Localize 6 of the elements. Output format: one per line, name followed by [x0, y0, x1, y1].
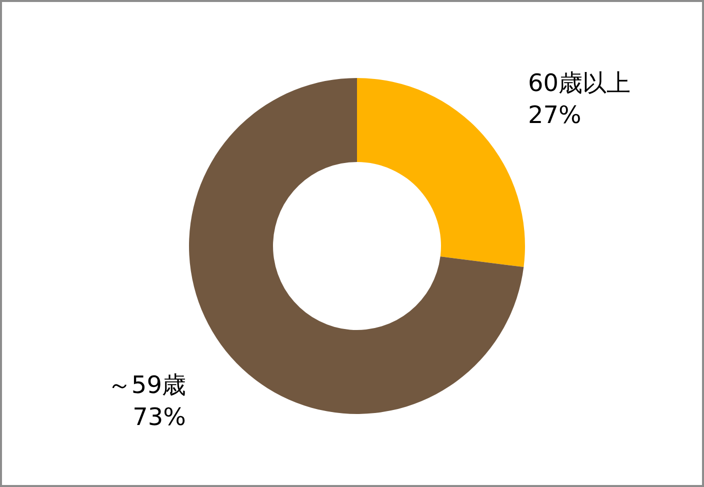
slice-label: ～59歳 — [107, 370, 186, 399]
slice-label: 60歳以上 — [528, 69, 631, 98]
data-label: 27% — [528, 101, 582, 130]
donut-slice — [357, 78, 525, 268]
donut-slice — [189, 78, 524, 414]
data-label: 73% — [132, 402, 186, 431]
